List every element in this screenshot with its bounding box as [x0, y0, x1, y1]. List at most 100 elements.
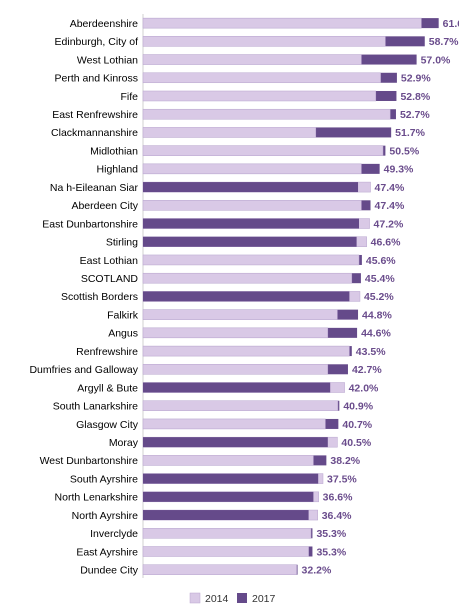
value-label: 61.6%: [443, 18, 459, 30]
value-label: 35.3%: [316, 546, 346, 558]
value-label: 57.0%: [421, 54, 451, 66]
value-label: 45.6%: [366, 255, 396, 267]
category-label: Renfrewshire: [76, 346, 138, 358]
bar-row-renfrewshire: Renfrewshire 43.5%: [76, 345, 386, 358]
category-label: Aberdeen City: [71, 200, 138, 212]
bar-row-dumfries-and-galloway: Dumfries and Galloway 42.7%: [29, 364, 382, 376]
category-label: Dumfries and Galloway: [29, 364, 138, 376]
bar-row-falkirk: Falkirk 44.8%: [107, 309, 392, 321]
bar-2014: [142, 455, 314, 466]
bar-2014: [142, 36, 386, 47]
bar-row-stirling: Stirling 46.6%: [106, 236, 401, 249]
bar-row-south-lanarkshire: South Lanarkshire 40.9%: [53, 400, 374, 413]
value-label: 58.7%: [429, 36, 459, 48]
value-label: 45.4%: [365, 273, 395, 285]
bar-2014: [142, 72, 381, 84]
bar-row-glasgow-city: Glasgow City 40.7%: [76, 418, 373, 431]
bar-row-aberdeenshire: Aberdeenshire 61.6%: [70, 17, 459, 30]
category-label: Midlothian: [90, 145, 138, 157]
bar-2014: [142, 564, 297, 575]
legend: 2014 2017: [189, 592, 276, 605]
bar-row-east-dunbartonshire: East Dunbartonshire 47.2%: [42, 218, 404, 230]
value-label: 32.2%: [302, 565, 332, 577]
bar-row-inverclyde: Inverclyde 35.3%: [90, 528, 347, 540]
bar-2014: [142, 546, 309, 557]
bar-row-east-ayrshire: East Ayrshire 35.3%: [76, 546, 347, 558]
category-label: Clackmannanshire: [51, 127, 138, 139]
value-label: 44.6%: [361, 328, 391, 340]
bar-row-moray: Moray 40.5%: [109, 436, 372, 449]
bar-2014: [142, 254, 360, 266]
value-label: 37.5%: [327, 473, 357, 485]
category-label: North Lenarkshire: [55, 492, 139, 504]
bar-2014: [142, 345, 350, 357]
value-label: 36.6%: [323, 492, 353, 504]
value-label: 45.2%: [364, 291, 394, 303]
value-label: 43.5%: [356, 346, 386, 358]
category-label: Glasgow City: [76, 419, 139, 431]
bar-2017: [143, 182, 359, 193]
bar-2014: [142, 90, 377, 102]
bar-row-west-lothian: West Lothian 57.0%: [77, 54, 451, 66]
bar-2014: [142, 200, 362, 211]
category-label: West Lothian: [77, 54, 138, 66]
category-label: East Ayrshire: [76, 546, 138, 558]
bar-row-north-lenarkshire: North Lenarkshire 36.6%: [55, 491, 353, 504]
bar-row-east-renfrewshire: East Renfrewshire 52.7%: [52, 108, 430, 121]
bar-2017: [143, 510, 309, 521]
value-label: 42.0%: [349, 382, 379, 394]
bar-2014: [142, 364, 329, 375]
category-label: Angus: [108, 328, 138, 340]
bar-row-fife: Fife 52.8%: [120, 90, 431, 103]
bar-2014: [142, 108, 391, 120]
category-label: East Renfrewshire: [52, 109, 138, 121]
bar-2014: [142, 54, 362, 65]
bar-row-aberdeen-city: Aberdeen City 47.4%: [71, 200, 405, 212]
category-label: Aberdeenshire: [70, 18, 138, 30]
value-label: 50.5%: [389, 145, 419, 157]
bar-row-na-h-eileanan-siar: Na h-Eileanan Siar 47.4%: [50, 181, 405, 194]
category-label: West Dunbartonshire: [40, 455, 139, 467]
bar-row-east-lothian: East Lothian 45.6%: [80, 254, 396, 267]
bar-row-west-dunbartonshire: West Dunbartonshire 38.2%: [40, 455, 361, 467]
value-label: 46.6%: [371, 237, 401, 249]
value-label: 36.4%: [322, 510, 352, 522]
category-label: Highland: [97, 164, 139, 176]
category-label: Perth and Kinross: [55, 73, 138, 85]
value-label: 47.2%: [374, 218, 404, 230]
bar-row-clackmannanshire: Clackmannanshire 51.7%: [51, 127, 426, 139]
legend-label-2017: 2017: [252, 593, 276, 605]
value-label: 52.7%: [400, 109, 430, 121]
legend-swatch-2017: [237, 593, 247, 603]
value-label: 47.4%: [375, 200, 405, 212]
bar-2014: [142, 309, 338, 320]
category-label: South Lanarkshire: [53, 401, 138, 413]
bar-row-south-ayrshire: South Ayrshire 37.5%: [70, 473, 357, 485]
legend-label-2014: 2014: [205, 593, 229, 605]
bar-2014: [142, 327, 329, 339]
bar-2017: [143, 218, 359, 229]
category-label: Na h-Eileanan Siar: [50, 182, 139, 194]
category-label: Stirling: [106, 237, 138, 249]
value-label: 40.9%: [343, 401, 373, 413]
bar-2017: [143, 382, 331, 393]
bar-row-north-ayrshire: North Ayrshire 36.4%: [72, 509, 352, 522]
legend-swatch-2014: [189, 592, 201, 604]
category-label: South Ayrshire: [70, 473, 138, 485]
category-label: Falkirk: [107, 309, 139, 321]
value-label: 40.5%: [341, 437, 371, 449]
category-label: Argyll & Bute: [77, 382, 138, 394]
bar-2014: [142, 400, 339, 411]
bar-2017: [143, 437, 328, 448]
bar-2014: [142, 163, 362, 175]
value-label: 38.2%: [330, 455, 360, 467]
category-label: SCOTLAND: [81, 273, 139, 285]
bar-row-midlothian: Midlothian 50.5%: [90, 145, 420, 157]
bar-2014: [142, 127, 317, 138]
category-label: Moray: [109, 437, 139, 449]
value-label: 52.9%: [401, 73, 431, 85]
bar-2014: [142, 145, 384, 156]
category-label: East Dunbartonshire: [42, 218, 138, 230]
bar-2014: [142, 272, 353, 284]
value-label: 49.3%: [384, 164, 414, 176]
